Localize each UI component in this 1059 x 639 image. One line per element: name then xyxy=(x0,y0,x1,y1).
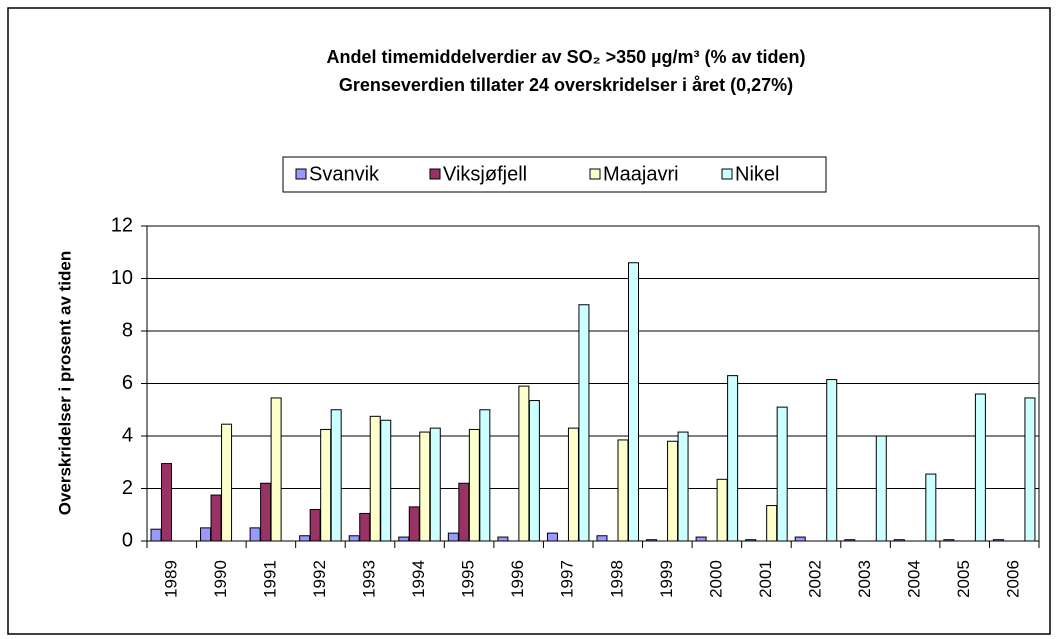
y-axis-label: Overskridelser i prosent av tiden xyxy=(55,251,74,516)
bar xyxy=(974,393,986,542)
y-tick-label: 6 xyxy=(122,372,133,394)
legend-swatch xyxy=(295,168,307,180)
y-tick-label: 8 xyxy=(122,319,133,341)
bar xyxy=(794,536,806,542)
bar xyxy=(617,439,629,542)
legend-label: Viksjøfjell xyxy=(443,163,527,185)
y-tick-label: 10 xyxy=(111,267,133,289)
bar xyxy=(546,532,558,542)
bar xyxy=(479,409,491,542)
legend-label: Maajavri xyxy=(603,163,679,185)
bar xyxy=(727,375,739,542)
bar xyxy=(447,532,459,542)
x-tick-label: 2001 xyxy=(756,560,775,598)
x-tick-label: 2004 xyxy=(905,560,924,598)
x-tick-label: 1990 xyxy=(211,560,230,598)
bar xyxy=(677,431,689,542)
bar xyxy=(330,409,342,542)
bar xyxy=(766,505,778,542)
x-tick-label: 2003 xyxy=(855,560,874,598)
bar xyxy=(1024,397,1036,542)
bar xyxy=(260,482,272,542)
x-tick-label: 2002 xyxy=(805,560,824,598)
bar xyxy=(270,397,282,542)
bar xyxy=(369,415,381,542)
x-tick-label: 1993 xyxy=(359,560,378,598)
legend-box xyxy=(282,156,827,193)
bar xyxy=(518,385,530,542)
bar xyxy=(419,431,431,542)
bar xyxy=(468,428,480,542)
x-tick-label: 1997 xyxy=(558,560,577,598)
x-tick-label: 1989 xyxy=(161,560,180,598)
bar xyxy=(200,527,212,542)
legend-swatch xyxy=(721,168,733,180)
chart-subtitle: Grenseverdien tillater 24 overskridelser… xyxy=(339,75,793,95)
legend-swatch xyxy=(429,168,441,180)
bar xyxy=(826,379,838,542)
bar xyxy=(695,536,707,542)
bar xyxy=(578,304,590,542)
bar xyxy=(299,535,311,542)
bar xyxy=(776,406,788,542)
bar xyxy=(667,440,679,542)
bar xyxy=(221,423,233,542)
bar xyxy=(528,400,540,542)
legend-swatch xyxy=(589,168,601,180)
bar xyxy=(875,435,887,542)
bar xyxy=(348,535,360,542)
x-tick-label: 2006 xyxy=(1004,560,1023,598)
bar xyxy=(210,494,222,542)
bar xyxy=(716,478,728,542)
bar xyxy=(567,427,579,542)
bar xyxy=(429,427,441,542)
bar xyxy=(380,419,392,542)
legend-label: Svanvik xyxy=(309,163,380,185)
x-tick-label: 1998 xyxy=(607,560,626,598)
x-tick-label: 2005 xyxy=(954,560,973,598)
bar xyxy=(249,527,261,542)
bar xyxy=(309,509,321,542)
x-tick-label: 1995 xyxy=(459,560,478,598)
x-tick-label: 1992 xyxy=(310,560,329,598)
y-tick-label: 12 xyxy=(111,214,133,236)
x-tick-label: 1999 xyxy=(657,560,676,598)
bar xyxy=(458,482,470,542)
x-tick-label: 1996 xyxy=(508,560,527,598)
bar xyxy=(497,536,509,542)
bar xyxy=(320,428,332,542)
y-tick-label: 2 xyxy=(122,477,133,499)
y-tick-label: 0 xyxy=(122,529,133,551)
x-tick-label: 1994 xyxy=(409,560,428,598)
bar xyxy=(596,535,608,542)
bar xyxy=(628,262,639,542)
legend-label: Nikel xyxy=(735,163,779,185)
bar xyxy=(925,473,937,542)
y-tick-label: 4 xyxy=(122,424,133,446)
bar xyxy=(150,528,162,542)
x-tick-label: 1991 xyxy=(260,560,279,598)
bar xyxy=(161,463,172,542)
x-tick-label: 2000 xyxy=(706,560,725,598)
bar xyxy=(359,512,371,542)
bar xyxy=(408,506,420,542)
bar xyxy=(398,536,410,542)
chart-title: Andel timemiddelverdier av SO₂ >350 µg/m… xyxy=(326,47,805,67)
